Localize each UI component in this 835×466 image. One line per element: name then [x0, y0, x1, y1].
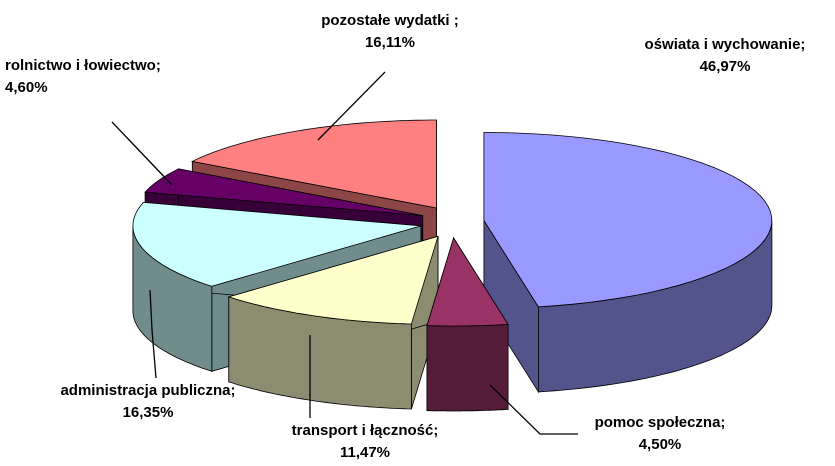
slice-label: oświata i wychowanie; 46,97% — [644, 36, 806, 75]
slice-label: rolnictwo i łowiectwo; 4,60% — [5, 57, 161, 96]
slice-label: pomoc społeczna; 4,50% — [594, 414, 726, 453]
slice — [144, 168, 423, 216]
leader-line — [111, 121, 173, 186]
slice-label: pozostałe wydatki ; 16,11% — [321, 12, 459, 51]
slice — [426, 237, 509, 327]
leader-line — [149, 289, 157, 379]
leader-line — [317, 71, 386, 141]
slice-label: administracja publiczna; 16,35% — [60, 382, 236, 421]
slice-label: transport i łączność; 11,47% — [291, 422, 439, 461]
slice — [132, 201, 422, 287]
slices — [132, 119, 773, 412]
slice — [227, 235, 439, 325]
slice — [483, 132, 773, 308]
slice — [191, 119, 437, 209]
leader-line — [489, 384, 578, 435]
slice-side — [426, 323, 509, 412]
